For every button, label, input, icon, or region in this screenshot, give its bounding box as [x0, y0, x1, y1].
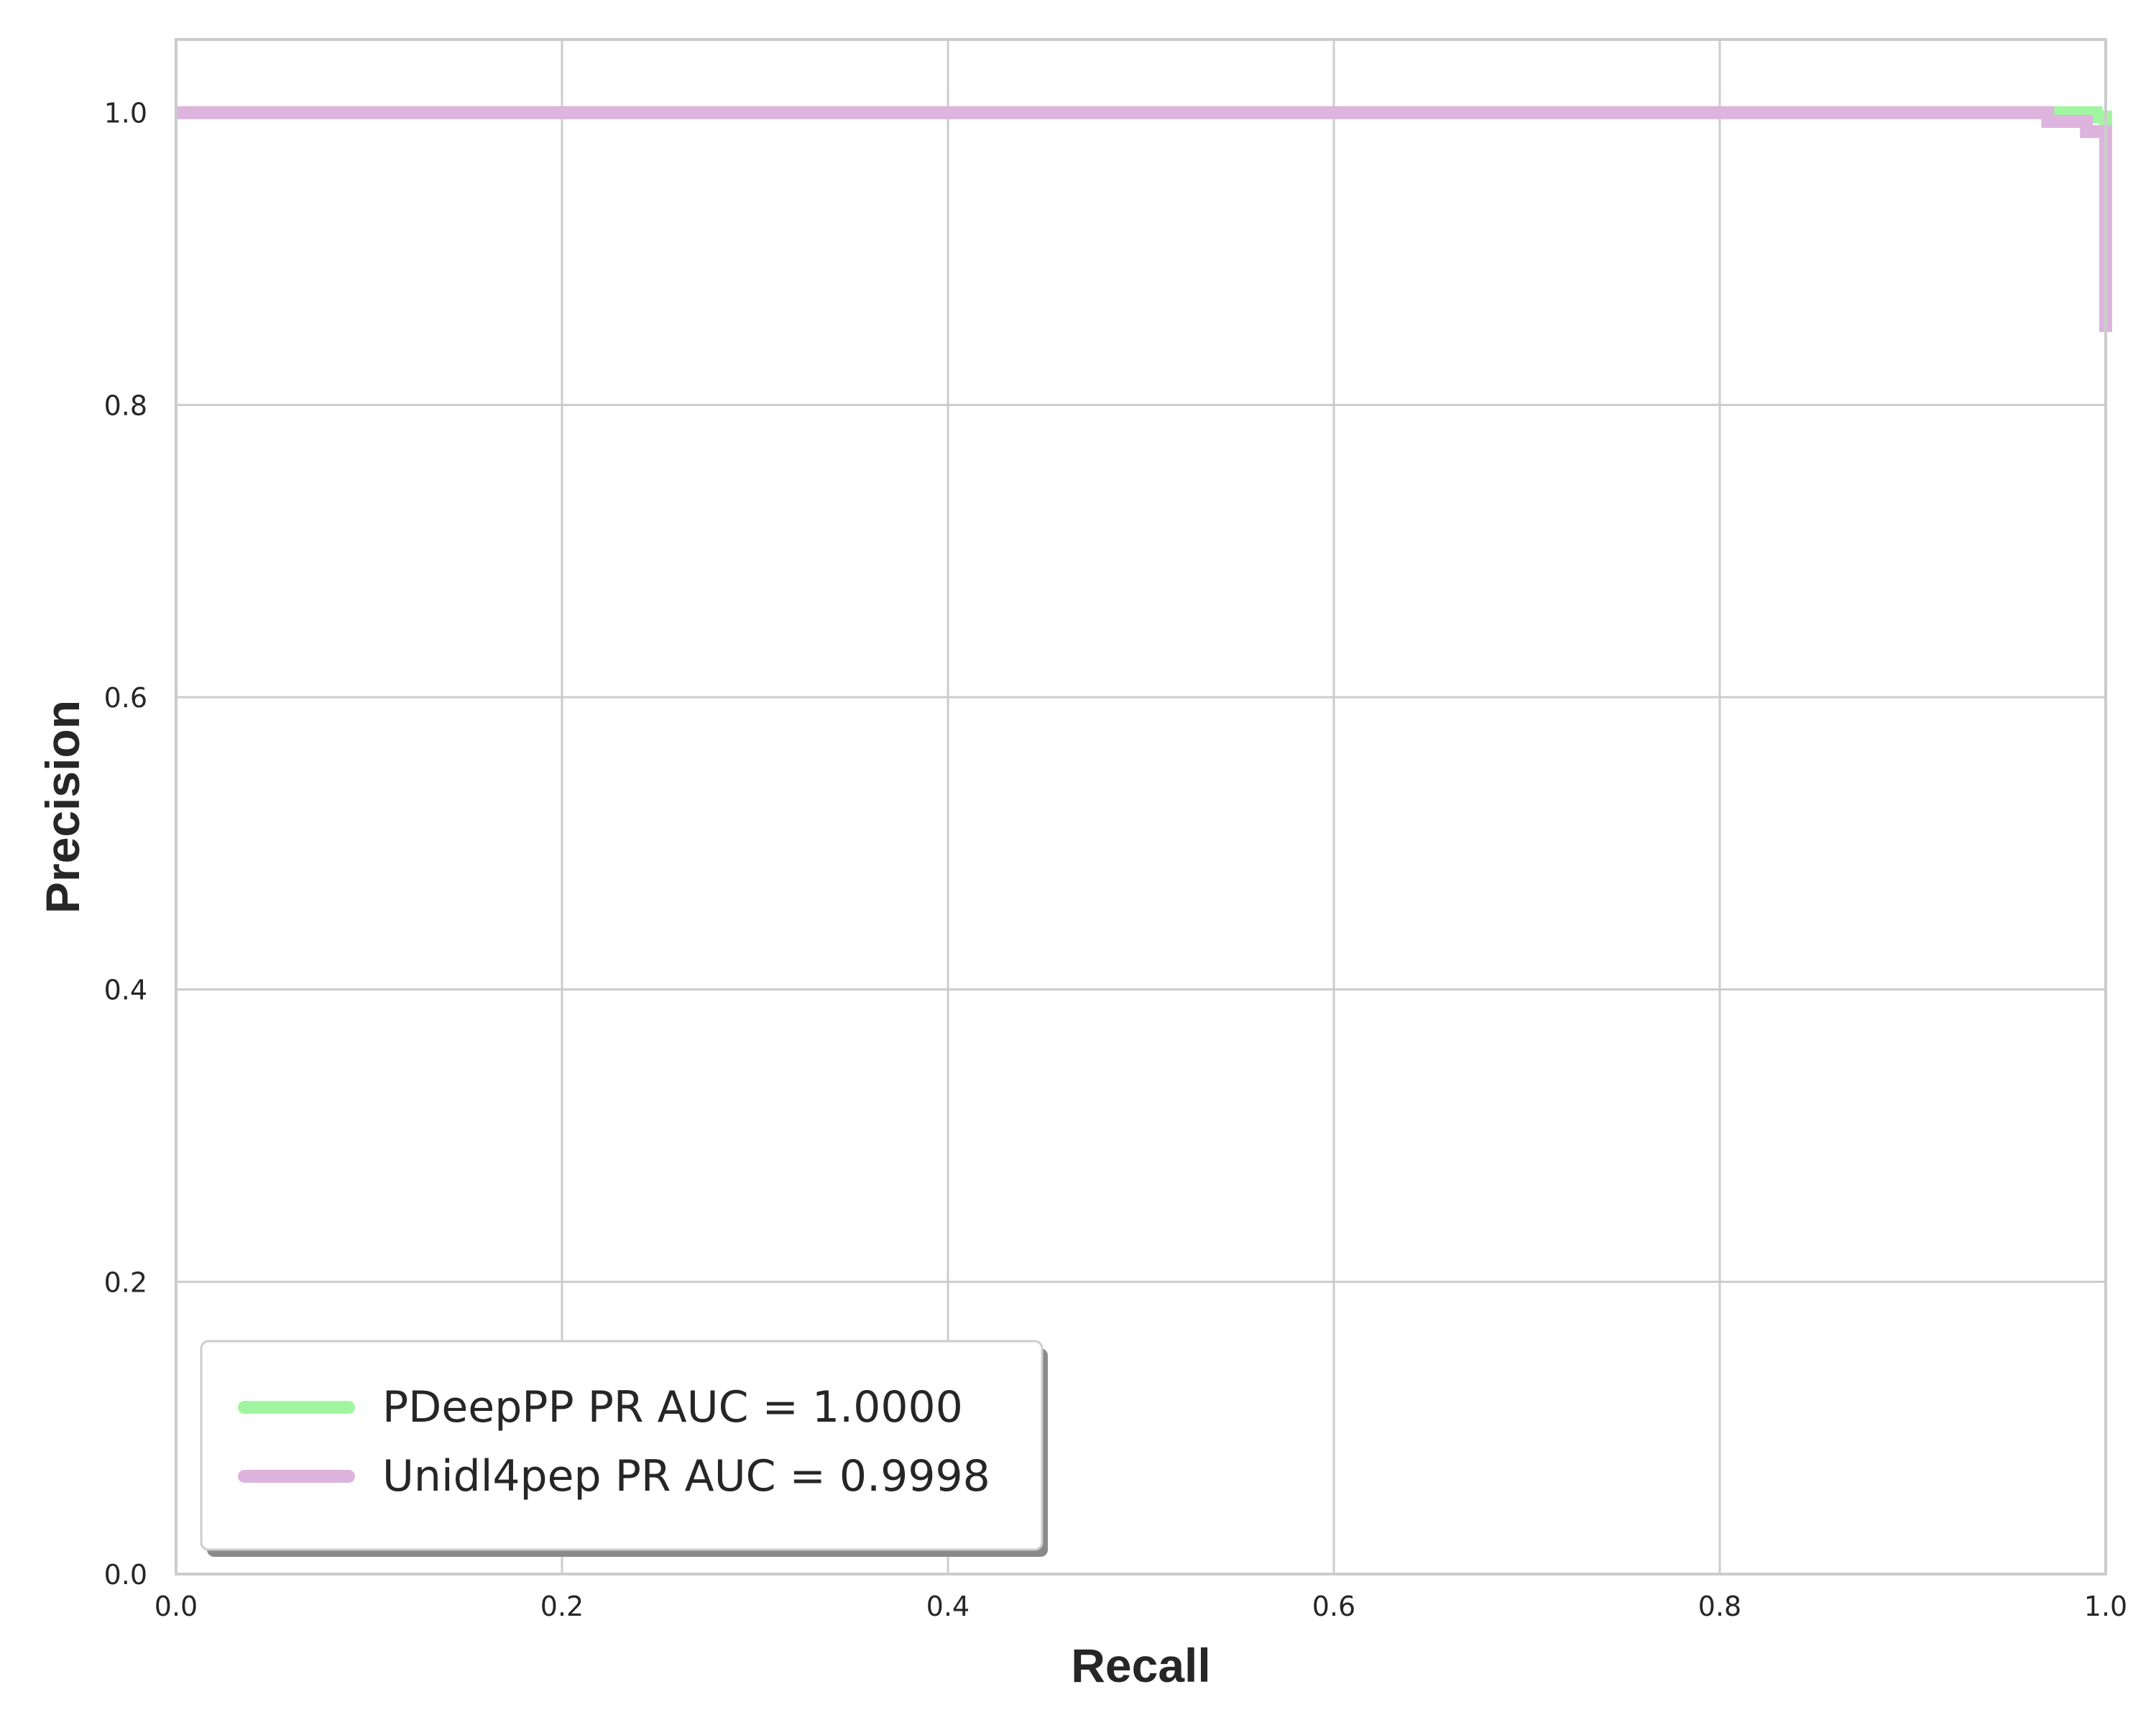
y-tick-label: 0.8	[104, 390, 147, 421]
y-axis-label: Precision	[36, 700, 89, 914]
legend: PDeepPP PR AUC = 1.0000 Unidl4pep PR AUC…	[200, 1340, 1048, 1557]
x-tick-label: 0.8	[1698, 1591, 1741, 1622]
x-tick-label: 0.6	[1312, 1591, 1355, 1622]
x-tick-label: 0.2	[540, 1591, 584, 1622]
legend-label-pdeeppp: PDeepPP PR AUC = 1.0000	[382, 1382, 963, 1432]
y-tick-label: 1.0	[104, 98, 147, 129]
series-line-pdeeppp	[176, 106, 2112, 332]
series-line-unidl4pep	[176, 106, 2112, 332]
x-tick-label: 0.0	[155, 1591, 198, 1622]
y-tick-labels: 0.0 0.2 0.4 0.6 0.8 1.0	[104, 98, 147, 1591]
x-tick-label: 1.0	[2084, 1591, 2127, 1622]
legend-label-unidl4pep: Unidl4pep PR AUC = 0.9998	[382, 1451, 990, 1501]
plot-frame	[175, 38, 2107, 1576]
y-tick-label: 0.4	[104, 975, 147, 1006]
y-tick-label: 0.0	[104, 1559, 147, 1591]
x-axis-label: Recall	[1071, 1639, 1210, 1692]
y-tick-label: 0.2	[104, 1266, 147, 1298]
x-tick-labels: 0.0 0.2 0.4 0.6 0.8 1.0	[155, 1591, 2127, 1622]
x-tick-label: 0.4	[926, 1591, 969, 1622]
series-layer	[176, 106, 2112, 332]
legend-box	[200, 1340, 1044, 1551]
y-tick-label: 0.6	[104, 682, 147, 714]
